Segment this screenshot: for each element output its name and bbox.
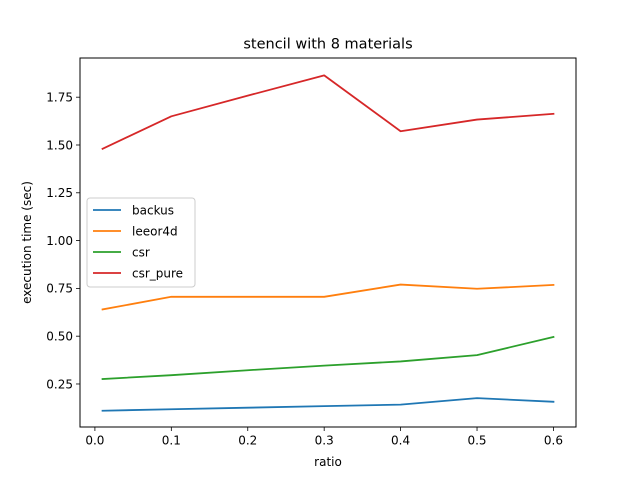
legend-label-backus: backus [132,203,174,217]
series-line-backus [101,397,555,412]
x-tick-label: 0.6 [544,434,563,448]
series-line-csr [101,335,555,380]
y-tick-label: 0.50 [46,329,73,343]
y-tick-label: 1.50 [46,138,73,152]
y-tick-label: 0.75 [46,282,73,296]
y-tick-label: 1.75 [46,90,73,104]
y-tick-label: 0.25 [46,377,73,391]
legend: backus leeor4d csr csr_pure [86,197,196,288]
y-axis: 0.25 0.50 0.75 1.00 1.25 1.50 1.75 [46,90,80,391]
plot-area [101,74,555,412]
series-line-csr_pure [101,74,555,151]
x-tick-label: 0.5 [467,434,486,448]
legend-label-leeor4d: leeor4d [132,224,178,238]
x-axis-label: ratio [314,455,342,469]
legend-label-csr: csr [132,245,150,259]
x-tick-label: 0.3 [315,434,334,448]
y-tick-label: 1.00 [46,234,73,248]
x-tick-label: 0.1 [162,434,181,448]
legend-label-csr_pure: csr_pure [132,266,183,280]
x-tick-label: 0.4 [391,434,410,448]
series-line-leeor4d [101,283,555,311]
chart-title: stencil with 8 materials [243,37,412,53]
x-axis: 0.0 0.1 0.2 0.3 0.4 0.5 0.6 [85,427,563,448]
x-tick-label: 0.2 [238,434,257,448]
x-tick-label: 0.0 [85,434,104,448]
y-axis-label: execution time (sec) [20,181,34,304]
legend-box [86,197,196,288]
plot-frame [79,57,577,428]
y-tick-label: 1.25 [46,186,73,200]
